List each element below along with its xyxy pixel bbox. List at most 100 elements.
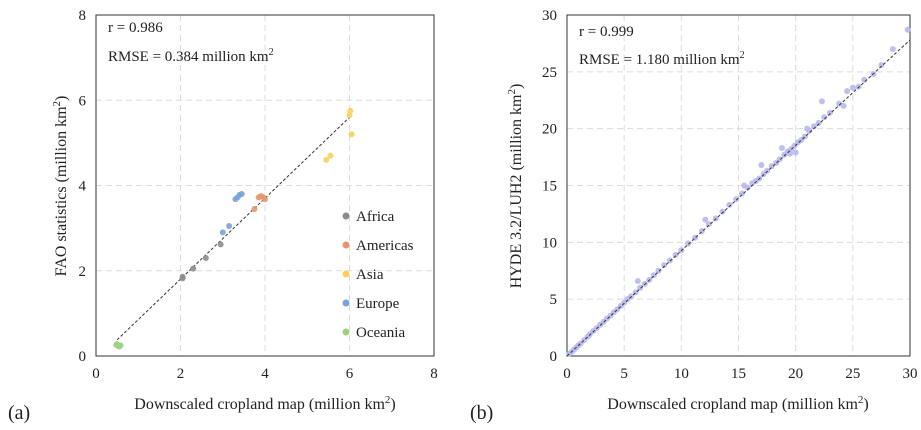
legend-marker-oceania bbox=[342, 328, 350, 336]
panel-a-points bbox=[113, 107, 355, 350]
b-point-series0 bbox=[719, 208, 726, 215]
b-point-series0 bbox=[849, 84, 856, 91]
panel-b-plot-frame bbox=[566, 14, 911, 357]
a-xtick-label: 2 bbox=[177, 366, 185, 382]
panel-b-chart: 0 5 10 15 20 25 30 0 5 10 15 20 25 30 r = 0.999 RMSE … bbox=[470, 8, 918, 424]
b-point-series0 bbox=[628, 293, 635, 300]
a-xtick-label: 6 bbox=[346, 366, 354, 382]
b-point-series0 bbox=[741, 182, 748, 189]
b-point-series0 bbox=[821, 114, 828, 121]
a-point-asia bbox=[347, 107, 354, 114]
a-point-africa bbox=[202, 254, 209, 261]
b-point-series0 bbox=[702, 216, 709, 223]
panel-b-fit-line bbox=[566, 39, 911, 357]
a-ytick-label: 4 bbox=[79, 179, 87, 195]
panel-a-xlabel: Downscaled cropland map (million km2) bbox=[134, 394, 395, 413]
panel-a-label: (a) bbox=[8, 402, 30, 424]
b-point-series0 bbox=[733, 196, 740, 203]
b-xtick-label: 10 bbox=[674, 366, 689, 382]
b-point-series0 bbox=[764, 167, 771, 174]
b-point-series0 bbox=[855, 83, 862, 90]
a-point-asia bbox=[327, 152, 334, 159]
a-point-americas bbox=[262, 196, 268, 203]
panel-b-xlabel: Downscaled cropland map (million km2) bbox=[607, 394, 868, 413]
a-point-europe bbox=[238, 191, 245, 198]
b-point-series0 bbox=[655, 267, 662, 274]
b-point-series0 bbox=[804, 125, 811, 132]
legend-label-asia: Asia bbox=[356, 267, 384, 283]
a-point-oceania bbox=[113, 341, 120, 348]
b-point-series0 bbox=[661, 262, 668, 269]
b-point-series0 bbox=[758, 162, 765, 169]
b-point-series0 bbox=[786, 150, 793, 157]
panel-b-stat-r: r = 0.999 bbox=[579, 24, 634, 40]
a-point-europe bbox=[219, 229, 226, 236]
panel-a-plot-frame bbox=[95, 14, 435, 357]
a-point-asia bbox=[323, 156, 330, 163]
a-xtick-label: 4 bbox=[261, 366, 269, 382]
panel-a-tick-labels: 0 2 4 6 8 0 2 4 6 8 bbox=[79, 8, 438, 382]
legend-marker-asia bbox=[342, 270, 350, 278]
a-point-asia bbox=[348, 131, 355, 138]
a-point-africa bbox=[217, 241, 224, 248]
b-point-series0 bbox=[826, 109, 833, 116]
b-point-series0 bbox=[889, 46, 896, 53]
panel-a-chart: 0 2 4 6 8 0 2 4 6 8 Africa Americas Asia Europe Ocean… bbox=[8, 8, 438, 424]
b-point-series0 bbox=[705, 221, 712, 228]
b-xtick-label: 30 bbox=[903, 366, 918, 382]
panel-a-fit-line bbox=[116, 116, 350, 341]
legend-label-europe: Europe bbox=[356, 296, 400, 312]
b-point-series0 bbox=[836, 100, 843, 107]
b-ytick-label: 10 bbox=[542, 235, 557, 251]
b-point-series0 bbox=[840, 102, 847, 109]
b-ytick-label: 20 bbox=[542, 122, 557, 138]
b-xtick-label: 5 bbox=[620, 366, 628, 382]
b-point-series0 bbox=[666, 257, 673, 264]
b-point-series0 bbox=[768, 163, 775, 170]
panel-b-ylabel: HYDE 3.2/LUH2 (million km2) bbox=[506, 84, 525, 289]
b-ytick-label: 25 bbox=[542, 65, 557, 81]
legend-label-africa: Africa bbox=[356, 209, 395, 225]
b-ytick-label: 30 bbox=[542, 8, 557, 24]
a-point-europe bbox=[226, 222, 233, 229]
legend-label-oceania: Oceania bbox=[356, 325, 405, 341]
a-ytick-label: 0 bbox=[79, 349, 87, 365]
b-point-series0 bbox=[634, 277, 641, 284]
b-ytick-label: 5 bbox=[550, 292, 558, 308]
panel-a-legend: Africa Americas Asia Europe Oceania bbox=[342, 209, 414, 341]
legend-marker-europe bbox=[342, 299, 350, 307]
b-xtick-label: 25 bbox=[845, 366, 860, 382]
a-ytick-label: 8 bbox=[79, 8, 87, 24]
panel-a-stat-r: r = 0.986 bbox=[108, 20, 163, 36]
b-ytick-label: 15 bbox=[542, 179, 557, 195]
b-point-series0 bbox=[904, 26, 911, 33]
b-point-series0 bbox=[792, 149, 799, 156]
a-point-africa bbox=[179, 275, 186, 282]
legend-marker-americas bbox=[342, 241, 350, 249]
b-xtick-label: 20 bbox=[788, 366, 803, 382]
a-ytick-label: 6 bbox=[79, 93, 87, 109]
panel-b-stat-rmse: RMSE = 1.180 million km2 bbox=[579, 50, 745, 68]
b-point-series0 bbox=[685, 240, 692, 247]
panel-b-label: (b) bbox=[470, 402, 493, 424]
panel-a-ylabel: FAO statistics (million km2) bbox=[51, 96, 70, 277]
legend-label-americas: Americas bbox=[356, 238, 414, 254]
panel-b-tick-labels: 0 5 10 15 20 25 30 0 5 10 15 20 25 30 bbox=[542, 8, 918, 382]
b-point-series0 bbox=[815, 119, 822, 126]
b-xtick-label: 15 bbox=[731, 366, 746, 382]
a-xtick-label: 0 bbox=[92, 366, 100, 382]
b-point-series0 bbox=[810, 123, 817, 130]
a-point-americas bbox=[251, 205, 258, 212]
b-point-series0 bbox=[844, 88, 851, 95]
b-ytick-label: 0 bbox=[550, 349, 558, 365]
b-point-series0 bbox=[738, 190, 745, 197]
a-ytick-label: 2 bbox=[79, 264, 87, 280]
legend-marker-africa bbox=[342, 212, 350, 220]
b-point-series0 bbox=[778, 144, 785, 151]
a-xtick-label: 8 bbox=[430, 366, 438, 382]
b-xtick-label: 0 bbox=[563, 366, 571, 382]
b-point-series0 bbox=[818, 98, 825, 105]
b-point-series0 bbox=[878, 62, 885, 69]
b-point-series0 bbox=[672, 251, 679, 258]
